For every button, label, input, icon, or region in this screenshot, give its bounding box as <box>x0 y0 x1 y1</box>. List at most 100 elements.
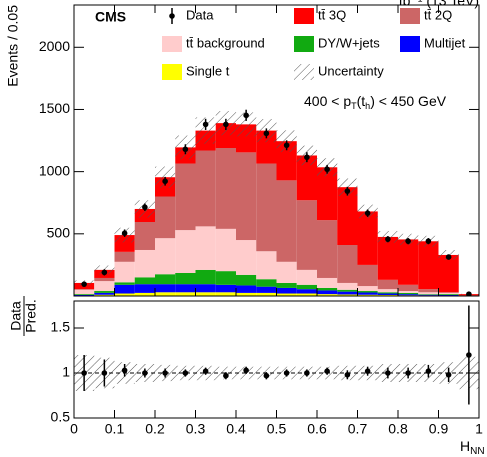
data-point <box>344 188 351 194</box>
legend-label: Single t <box>186 63 230 78</box>
data-point <box>101 269 108 276</box>
stack-bar <box>195 284 216 293</box>
x-label-part: NN <box>470 446 484 457</box>
y-tick-label: 2000 <box>39 38 70 54</box>
stack-bar <box>215 148 236 229</box>
stack-bar <box>317 294 338 296</box>
y-tick-label: 1 <box>62 364 70 380</box>
legend-swatch <box>400 8 420 24</box>
legend-label: Uncertainty <box>318 63 384 78</box>
stack-bar <box>256 251 277 280</box>
stack-bar <box>155 196 176 239</box>
data-point <box>425 238 432 244</box>
stack-bar <box>256 279 277 287</box>
data-point <box>385 236 391 242</box>
x-tick-label: 0.3 <box>186 421 206 437</box>
main-frame <box>73 4 480 297</box>
stack-bar <box>134 277 155 285</box>
stack-bar <box>134 249 155 278</box>
stack-bar <box>114 284 135 294</box>
y-tick-label: 0.5 <box>51 409 71 425</box>
stack-bar <box>438 254 459 293</box>
selection-part: (t <box>357 93 366 109</box>
stack-bar <box>256 163 277 252</box>
stack-bar <box>418 294 439 296</box>
stack-bar <box>94 291 115 293</box>
legend-label: Data <box>186 7 214 22</box>
stack-bar <box>276 180 297 262</box>
stack-bar <box>398 294 419 296</box>
stack-bar <box>337 294 358 296</box>
legend-label: Multijet <box>424 35 466 50</box>
x-label-part: H <box>460 438 470 454</box>
legend-label: DY/W+jets <box>318 35 380 50</box>
legend-label: tt̄ 2Q <box>424 7 452 22</box>
ratio-point <box>182 370 189 376</box>
stack-bar <box>337 291 358 295</box>
stack-bar <box>236 152 257 241</box>
stack-bar <box>296 289 317 294</box>
stack-bar <box>236 292 257 296</box>
stack-bar <box>357 291 378 293</box>
data-point <box>121 230 128 236</box>
stack-bar <box>195 269 216 285</box>
legend-swatch <box>294 64 314 80</box>
stack-bar <box>175 272 196 285</box>
stack-bar <box>317 277 338 288</box>
stack-bar <box>398 292 419 295</box>
stack-bar <box>215 292 236 296</box>
selection-part: ) < 450 GeV <box>370 93 447 109</box>
stack-bar <box>114 261 135 283</box>
ratio-frame <box>73 300 480 419</box>
ratio-point <box>263 372 270 379</box>
legend-swatch <box>162 64 182 80</box>
data-point <box>223 121 229 128</box>
stack-bar <box>438 292 459 293</box>
ratio-point <box>81 370 87 376</box>
stack-bar <box>276 293 297 296</box>
x-axis-label: HNN <box>460 438 485 457</box>
x-tick-label: 0 <box>70 421 78 437</box>
main-plot <box>74 109 479 296</box>
stack-bar <box>114 282 135 285</box>
ratio-point <box>202 368 209 375</box>
lumi-label: fb⁻¹ (13 TeV) <box>399 0 479 9</box>
stack-bar <box>74 295 95 296</box>
stack-bar <box>114 293 135 296</box>
stack-bar <box>296 293 317 296</box>
data-point <box>202 121 209 128</box>
stack-bar <box>195 226 216 270</box>
stack-bar <box>74 294 95 296</box>
stack-bar <box>337 187 358 246</box>
stack-bar <box>74 289 95 295</box>
stack-bar <box>317 220 338 278</box>
uncertainty-band <box>236 112 257 137</box>
stack-bar <box>134 222 155 250</box>
legend-swatch <box>294 36 314 52</box>
x-tick-label: 0.1 <box>105 421 125 437</box>
stack-bar <box>337 245 358 283</box>
stack-bar <box>94 294 115 296</box>
stack-bar <box>276 261 297 283</box>
stack-bar <box>317 290 338 295</box>
stack-bar <box>195 292 216 296</box>
data-point <box>445 254 452 260</box>
stack-bar <box>134 284 155 293</box>
x-tick-label: 0.9 <box>429 421 449 437</box>
stack-bar <box>175 163 196 231</box>
stack-bar <box>195 150 216 227</box>
x-tick-label: 0.5 <box>267 421 287 437</box>
ratio-point <box>445 372 452 378</box>
data-point <box>182 146 189 153</box>
ratio-point <box>243 367 249 374</box>
stack-bar <box>175 230 196 273</box>
stack-bar <box>377 279 398 290</box>
x-tick-label: 0.6 <box>307 421 327 437</box>
data-point <box>243 112 249 119</box>
stack-bar <box>317 167 338 221</box>
ratio-point <box>101 370 108 376</box>
ratio-plot <box>74 305 479 405</box>
ratio-point <box>425 368 432 375</box>
ratio-point <box>283 370 290 376</box>
stack-bar <box>357 211 378 265</box>
